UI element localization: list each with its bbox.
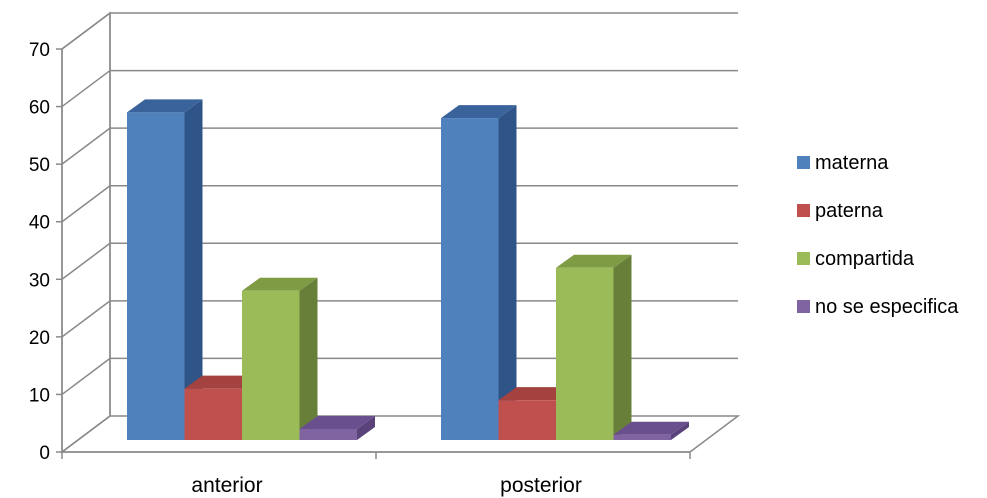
bar-compartida-anterior [242,277,318,440]
legend-swatch [797,156,810,169]
gridline [61,357,738,396]
legend-label: no se especifica [815,296,959,318]
x-category-label: posterior [500,474,582,497]
gridlines [61,12,738,396]
bar-top [127,99,203,113]
legend-label: materna [815,152,889,174]
legend-swatch [797,300,810,313]
bar-top [441,105,517,119]
bar-side [184,99,203,440]
bar-no-se-especifica-posterior [613,421,689,440]
legend-item: compartida [797,248,915,270]
bar-front [242,290,300,440]
legend: materna paterna compartida no se especifica [797,152,959,318]
bar-top [299,415,375,429]
bar-side [357,415,375,440]
bar-front [613,434,671,440]
bar-front [184,388,242,440]
bar-front [498,400,556,440]
bar-top [613,421,689,435]
bar-side [299,277,318,440]
bar-no-se-especifica-anterior [299,415,375,440]
gridline [61,69,738,108]
bar-side [613,254,632,440]
x-category-label: anterior [191,474,262,497]
legend-item: materna [797,152,889,174]
bar-top [498,387,574,401]
bar-front [441,118,499,440]
y-tick-label: 50 [29,155,50,176]
x-axis: anterior posterior [61,451,691,497]
y-tick-label: 60 [29,98,50,119]
bar-front [299,428,357,440]
bar-front [127,112,185,440]
gridline [61,242,738,280]
gridline [61,184,738,223]
legend-label: paterna [815,200,884,222]
bar-top [242,277,318,291]
bar-materna-posterior [441,105,517,440]
gridline [61,12,738,50]
legend-item: no se especifica [797,296,959,318]
bar-compartida-posterior [556,254,632,440]
legend-label: compartida [815,248,915,270]
y-axis: 0 10 20 30 40 50 60 70 [29,40,63,464]
legend-swatch [797,204,810,217]
legend-item: paterna [797,200,884,222]
legend-swatch [797,252,810,265]
bar-top [184,375,260,389]
bar-side [498,105,517,440]
bar-materna-anterior [127,99,203,440]
bars [127,99,689,440]
gridline [61,127,738,165]
side-wall [61,11,111,454]
y-tick-label: 0 [39,443,50,464]
y-tick-label: 40 [29,213,50,234]
bar-side [671,421,689,440]
gridline [61,300,738,338]
y-tick-label: 10 [29,385,50,406]
bar-front [556,267,614,440]
y-tick-label: 70 [29,40,50,61]
y-tick-label: 30 [29,270,50,291]
y-tick-label: 20 [29,328,50,349]
bar-top [556,254,632,268]
